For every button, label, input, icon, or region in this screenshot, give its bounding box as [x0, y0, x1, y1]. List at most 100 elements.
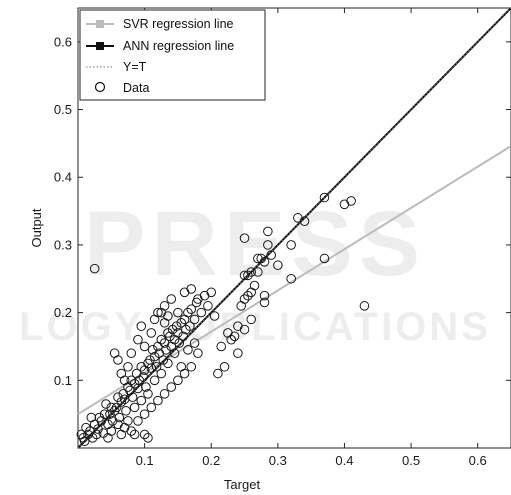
data-point	[163, 358, 173, 369]
x-tick-label: 0.4	[335, 453, 353, 468]
data-point	[186, 284, 197, 294]
data-point	[139, 409, 150, 419]
data-point	[143, 433, 153, 443]
data-point	[138, 372, 149, 382]
data-point	[166, 294, 177, 304]
data-point	[206, 287, 217, 298]
data-point	[173, 307, 183, 318]
data-point	[127, 392, 138, 403]
data-point	[249, 280, 260, 291]
x-tick-label: 0.2	[202, 453, 220, 468]
data-point	[123, 361, 133, 372]
data-point	[86, 412, 97, 423]
legend-label-svr: SVR regression line	[123, 17, 234, 31]
data-point	[106, 426, 117, 436]
data-point	[143, 389, 153, 399]
data-point	[193, 348, 203, 359]
y-tick-label: 0.3	[54, 237, 72, 252]
data-point	[121, 405, 131, 416]
data-point	[176, 361, 187, 372]
data-point	[114, 412, 125, 423]
data-point	[239, 324, 250, 335]
data-point	[273, 260, 283, 271]
data-point	[89, 263, 100, 274]
svr-regression-line	[77, 145, 511, 416]
data-point	[185, 321, 195, 331]
data-point	[113, 392, 123, 403]
data-point	[126, 426, 137, 436]
data-point	[151, 361, 162, 372]
data-point	[113, 355, 123, 365]
data-point	[159, 389, 170, 399]
data-point	[263, 240, 273, 250]
data-point	[119, 422, 130, 433]
data-point	[133, 416, 143, 426]
data-point	[146, 363, 157, 373]
data-point	[203, 301, 213, 311]
y-tick-label: 0.5	[54, 102, 72, 117]
data-point	[233, 348, 243, 359]
y-tick-label: 0.4	[54, 170, 72, 185]
y-axis-ticks: 0.1 0.2 0.3 0.4 0.5 0.6	[54, 34, 511, 388]
legend-data-marker	[94, 81, 106, 93]
data-point	[99, 409, 110, 419]
data-point	[149, 375, 160, 386]
data-point	[141, 382, 151, 392]
data-point	[129, 402, 140, 413]
watermark: PRESS LOGY PUBLICATIONS	[19, 193, 488, 349]
data-point	[116, 368, 127, 379]
legend-entry-svr: SVR regression line	[86, 17, 234, 31]
data-point	[183, 345, 193, 355]
data-point	[259, 290, 270, 301]
data-point	[186, 361, 197, 372]
data-point	[129, 429, 140, 440]
x-tick-label: 0.5	[402, 453, 420, 468]
data-point	[196, 307, 207, 318]
data-point	[163, 311, 173, 321]
data-point	[178, 331, 189, 342]
data-point	[161, 345, 171, 355]
data-point	[153, 395, 163, 406]
svg-text:PRESS: PRESS	[84, 193, 426, 295]
data-points	[76, 192, 370, 447]
data-point	[209, 311, 220, 321]
data-point	[253, 253, 263, 264]
legend-label-ann: ANN regression line	[123, 39, 234, 53]
data-point	[299, 216, 310, 227]
data-point	[239, 233, 250, 243]
data-point	[229, 331, 240, 342]
data-point	[173, 375, 183, 386]
data-point	[113, 419, 123, 430]
data-point	[189, 338, 200, 348]
identity-line	[77, 7, 511, 449]
data-point	[253, 267, 263, 277]
data-point	[139, 429, 150, 440]
data-point	[173, 328, 183, 338]
data-point	[193, 294, 203, 304]
data-point	[156, 368, 167, 379]
data-point	[359, 301, 370, 311]
data-point	[91, 429, 102, 440]
data-point	[136, 321, 147, 331]
x-tick-label: 0.1	[136, 453, 154, 468]
x-tick-label: 0.6	[469, 453, 487, 468]
data-point	[213, 368, 223, 379]
y-tick-label: 0.1	[54, 373, 72, 388]
y-axis-title: Output	[29, 208, 44, 247]
data-point	[239, 294, 250, 304]
data-point	[179, 368, 190, 379]
data-point	[101, 399, 111, 409]
data-point	[133, 334, 143, 345]
x-axis-title: Target	[224, 477, 261, 492]
legend-ann-marker	[96, 42, 104, 50]
data-point	[106, 402, 117, 413]
x-axis-ticks: 0.1 0.2 0.3 0.4 0.5 0.6	[136, 8, 487, 468]
data-point	[116, 429, 127, 440]
data-point	[216, 341, 227, 352]
data-point	[243, 270, 253, 281]
legend-label-identity: Y=T	[123, 60, 147, 74]
data-point	[156, 334, 167, 345]
plot-area	[77, 7, 511, 449]
data-point	[183, 307, 193, 318]
